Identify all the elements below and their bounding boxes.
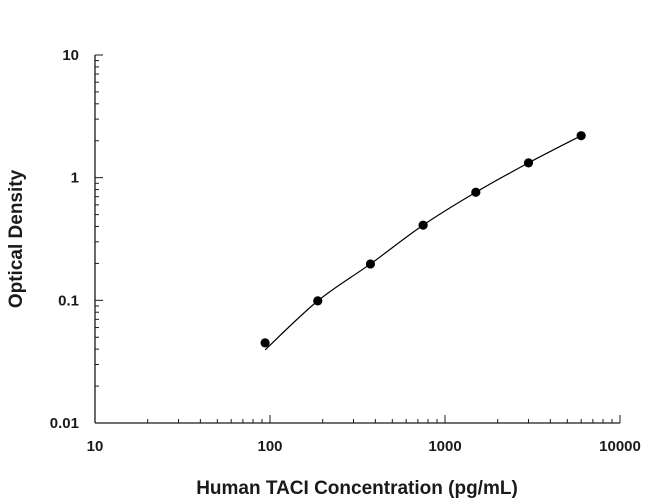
x-tick-label: 10000 bbox=[599, 438, 641, 455]
x-tick-label: 10 bbox=[87, 438, 104, 455]
y-axis-title: Optical Density bbox=[6, 169, 27, 308]
data-point bbox=[523, 158, 534, 168]
data-points bbox=[260, 131, 586, 348]
y-tick-label: 10 bbox=[62, 47, 79, 64]
fit-curve bbox=[264, 135, 582, 351]
data-point bbox=[471, 187, 481, 197]
y-tick-label: 0.01 bbox=[50, 415, 79, 432]
data-point bbox=[418, 220, 428, 230]
x-axis-title: Human TACI Concentration (pg/mL) bbox=[196, 478, 518, 499]
data-point bbox=[576, 131, 586, 141]
x-tick-label: 100 bbox=[257, 438, 282, 455]
y-tick-label: 1 bbox=[71, 170, 79, 187]
data-point bbox=[260, 338, 270, 348]
tick-labels: 10 100 1000 10000 0.01 0.1 1 10 bbox=[50, 47, 641, 455]
y-tick-label: 0.1 bbox=[58, 292, 79, 309]
data-point bbox=[365, 259, 376, 269]
data-point bbox=[313, 296, 323, 306]
axes bbox=[94, 55, 620, 424]
x-tick-label: 1000 bbox=[428, 438, 461, 455]
ticks bbox=[94, 54, 621, 424]
